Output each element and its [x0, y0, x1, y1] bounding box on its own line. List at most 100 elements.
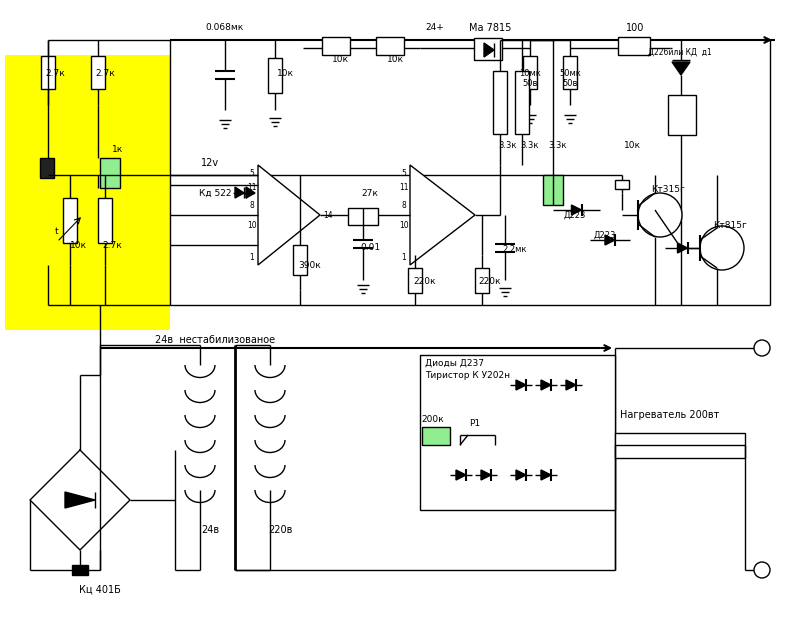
Text: 10: 10	[399, 220, 409, 230]
Bar	[91, 56, 105, 89]
Polygon shape	[516, 380, 526, 390]
Bar	[543, 175, 563, 205]
Text: 2.7к: 2.7к	[95, 68, 115, 78]
Text: Кт815г: Кт815г	[713, 220, 747, 230]
Text: 12v: 12v	[201, 158, 219, 168]
Text: 220к: 220к	[478, 278, 502, 286]
Text: Кц 401Б: Кц 401Б	[79, 585, 121, 595]
Bar	[100, 158, 120, 188]
Polygon shape	[541, 470, 551, 480]
Circle shape	[754, 562, 770, 578]
Polygon shape	[65, 492, 95, 508]
Bar	[515, 71, 529, 134]
Bar	[5, 55, 170, 330]
Text: 200к: 200к	[422, 415, 444, 424]
Text: Д223: Д223	[594, 231, 616, 239]
Text: 8: 8	[250, 201, 254, 210]
Bar	[41, 56, 55, 89]
Text: Кд 522: Кд 522	[198, 189, 231, 197]
Text: 24в: 24в	[201, 525, 219, 535]
Text: 11: 11	[247, 183, 257, 191]
Text: 27к: 27к	[362, 189, 378, 197]
Text: 10: 10	[247, 220, 257, 230]
Text: 5: 5	[250, 168, 254, 178]
Text: 2.7к: 2.7к	[45, 68, 65, 78]
Bar	[40, 158, 54, 178]
Text: 2.7к: 2.7к	[102, 241, 122, 249]
Text: 10к: 10к	[386, 56, 403, 65]
Text: 50в: 50в	[522, 78, 538, 88]
Text: 1к: 1к	[112, 146, 124, 154]
Bar	[63, 197, 77, 242]
Circle shape	[700, 226, 744, 270]
Polygon shape	[481, 470, 491, 480]
Text: P1: P1	[470, 418, 481, 428]
Bar	[376, 37, 404, 55]
Text: 390к: 390к	[298, 260, 322, 270]
Text: 24+: 24+	[426, 23, 444, 33]
Text: 1: 1	[250, 252, 254, 262]
Bar	[493, 71, 507, 134]
Text: 3.3к: 3.3к	[498, 141, 518, 149]
Text: Тиристор К У202н: Тиристор К У202н	[425, 370, 510, 379]
Bar	[322, 37, 350, 55]
Text: 0.01: 0.01	[360, 244, 380, 252]
Bar	[408, 268, 422, 292]
Bar	[422, 427, 450, 445]
Polygon shape	[258, 165, 320, 265]
Bar	[615, 433, 745, 458]
Text: 10к: 10к	[331, 56, 349, 65]
Bar	[523, 56, 537, 89]
Polygon shape	[484, 43, 494, 57]
Polygon shape	[456, 470, 466, 480]
Polygon shape	[246, 187, 255, 198]
Text: Диоды Д237: Диоды Д237	[425, 358, 484, 368]
Polygon shape	[516, 470, 526, 480]
Text: 50мк: 50мк	[559, 68, 581, 78]
Text: 0.068мк: 0.068мк	[206, 23, 244, 33]
Text: Ма 7815: Ма 7815	[469, 23, 511, 33]
Bar	[618, 37, 650, 55]
Bar	[668, 95, 696, 135]
Bar	[293, 245, 307, 275]
Circle shape	[638, 193, 682, 237]
Polygon shape	[672, 62, 690, 75]
Text: 8: 8	[402, 201, 406, 210]
Text: t: t	[55, 228, 59, 236]
Text: Д226или КД  д1: Д226или КД д1	[648, 48, 712, 57]
Text: 50в: 50в	[562, 78, 578, 88]
Bar	[348, 208, 378, 225]
Bar	[615, 180, 629, 189]
Text: 3.3к: 3.3к	[521, 141, 539, 149]
Bar	[420, 355, 615, 510]
Polygon shape	[235, 187, 244, 198]
Text: 220к: 220к	[414, 278, 436, 286]
Text: 14: 14	[323, 210, 333, 220]
Text: 10мк: 10мк	[519, 68, 541, 78]
Text: Д223: Д223	[564, 210, 586, 220]
Polygon shape	[605, 235, 615, 245]
Text: 5: 5	[402, 168, 406, 178]
Text: 2.2мк: 2.2мк	[502, 246, 527, 254]
Bar	[474, 38, 502, 60]
Text: 220в: 220в	[268, 525, 292, 535]
Text: 10к: 10к	[277, 68, 294, 78]
Bar	[98, 197, 112, 242]
Circle shape	[754, 340, 770, 356]
Polygon shape	[678, 243, 687, 253]
Text: 24в  нестабилизованое: 24в нестабилизованое	[155, 335, 275, 345]
Text: 11: 11	[399, 183, 409, 191]
Bar	[268, 57, 282, 93]
Text: Нагреватель 200вт: Нагреватель 200вт	[620, 410, 720, 420]
Bar	[72, 565, 88, 575]
Text: 3.3к: 3.3к	[549, 141, 567, 149]
Bar	[563, 56, 577, 89]
Bar	[475, 268, 489, 292]
Text: Кт315г: Кт315г	[651, 186, 685, 194]
Polygon shape	[571, 205, 582, 215]
Polygon shape	[410, 165, 475, 265]
Text: 10к: 10к	[623, 141, 641, 149]
Polygon shape	[566, 380, 576, 390]
Text: 100: 100	[626, 23, 644, 33]
Polygon shape	[541, 380, 551, 390]
